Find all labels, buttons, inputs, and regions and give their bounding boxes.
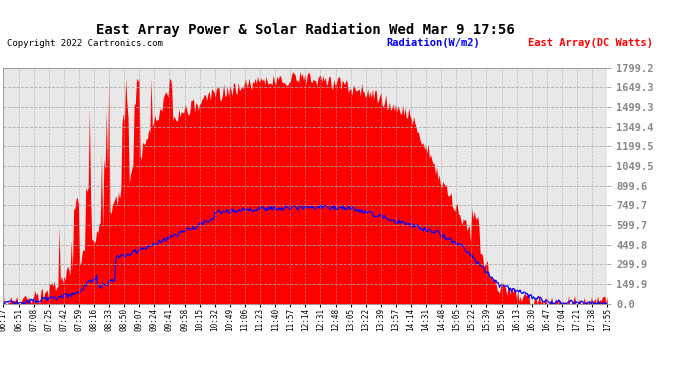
- Text: East Array(DC Watts): East Array(DC Watts): [528, 38, 653, 48]
- Text: Copyright 2022 Cartronics.com: Copyright 2022 Cartronics.com: [7, 39, 163, 48]
- Text: Radiation(W/m2): Radiation(W/m2): [386, 38, 480, 48]
- Title: East Array Power & Solar Radiation Wed Mar 9 17:56: East Array Power & Solar Radiation Wed M…: [96, 23, 515, 37]
